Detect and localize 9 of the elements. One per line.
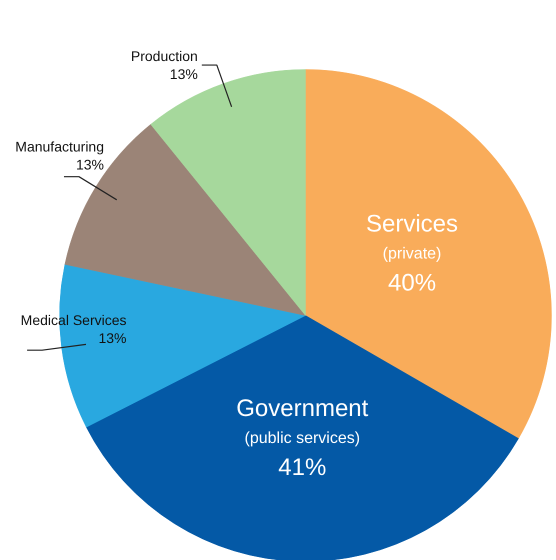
- slice-label: Production: [130, 48, 198, 64]
- data-label: 41%: [278, 454, 326, 481]
- data-label: 13%: [98, 330, 127, 346]
- data-label: 13%: [76, 156, 104, 173]
- slice-label: Government (public services): [236, 394, 369, 447]
- slice-label: Manufacturing: [15, 138, 104, 155]
- data-label: 40%: [388, 270, 436, 296]
- slice-label: Services (private): [366, 210, 458, 262]
- data-label: 13%: [170, 66, 198, 82]
